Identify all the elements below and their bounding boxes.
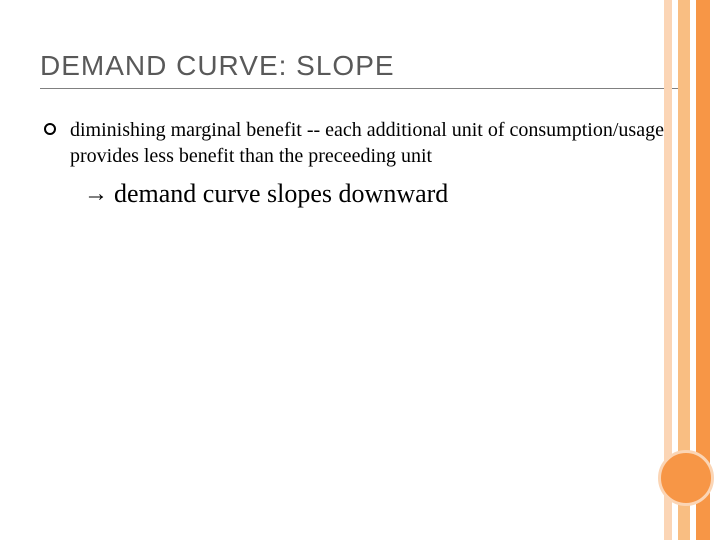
bullet-icon <box>44 123 56 135</box>
sub-bullet-item: → demand curve slopes downward <box>84 179 680 209</box>
slide-container: DEMAND CURVE: SLOPE diminishing marginal… <box>0 0 720 540</box>
bullet-text: diminishing marginal benefit -- each add… <box>70 117 680 169</box>
bullet-item: diminishing marginal benefit -- each add… <box>40 117 680 169</box>
sub-bullet-text: demand curve slopes downward <box>114 179 448 209</box>
arrow-icon: → <box>84 180 108 208</box>
slide-title: DEMAND CURVE: SLOPE <box>40 50 680 89</box>
decor-circle <box>658 450 714 506</box>
